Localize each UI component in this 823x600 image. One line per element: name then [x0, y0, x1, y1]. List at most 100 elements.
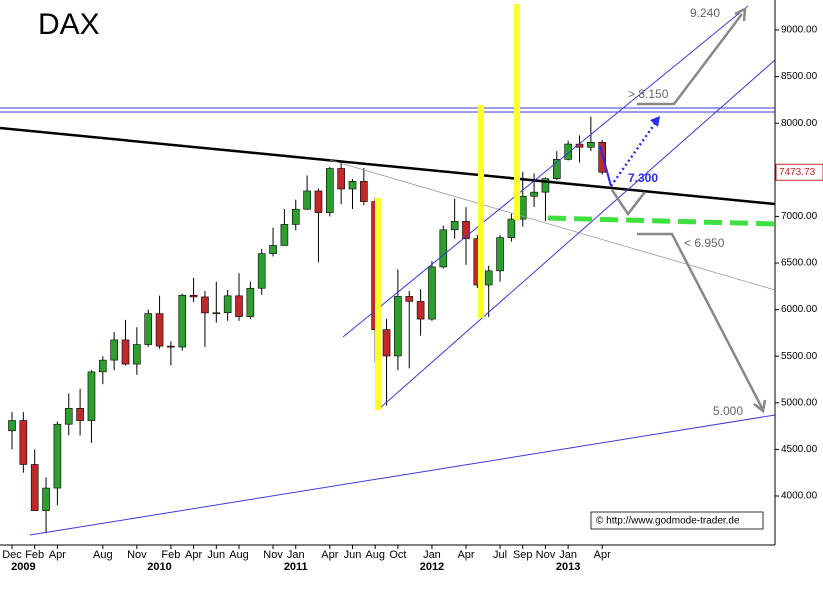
- x-tick-label: Jun: [207, 549, 225, 561]
- candle-body: [99, 359, 107, 373]
- candle-body: [167, 345, 175, 348]
- candle-body: [484, 270, 493, 286]
- y-tick-label: 6000.00: [781, 304, 818, 315]
- candle-body: [314, 190, 323, 213]
- candle-body: [394, 296, 402, 357]
- y-tick-label: 7000.00: [781, 211, 818, 222]
- candle-body: [257, 253, 266, 289]
- candle-body: [428, 266, 436, 320]
- candle-body: [30, 464, 39, 511]
- candle-body: [19, 420, 28, 465]
- x-tick-label: Jan: [287, 549, 305, 561]
- highlight-bar: [514, 4, 520, 220]
- candle-body: [337, 168, 345, 190]
- year-label: 2011: [284, 561, 308, 573]
- candle-body: [246, 287, 255, 317]
- x-tick-label: Apr: [594, 549, 611, 561]
- candle-body: [507, 218, 516, 238]
- channel-line: [379, 59, 776, 409]
- y-tick-label: 5500.00: [781, 351, 818, 362]
- candle-body: [405, 296, 414, 302]
- arrowhead: [753, 399, 767, 414]
- arrow: [599, 145, 612, 187]
- trend-line: [329, 159, 776, 291]
- last-price-box: [775, 163, 823, 181]
- annotation: 7.300: [628, 171, 658, 185]
- year-label: 2013: [556, 561, 580, 573]
- candle-body: [564, 143, 572, 160]
- overlays: [0, 4, 776, 536]
- candle-body: [530, 191, 538, 197]
- candle-body: [42, 487, 50, 511]
- candle-body: [462, 221, 470, 239]
- arrow: [637, 232, 764, 409]
- candle-body: [76, 407, 84, 421]
- x-tick-label: Dec: [2, 549, 22, 561]
- candle-body: [235, 295, 243, 317]
- x-tick-label: Nov: [536, 549, 556, 561]
- candle-body: [144, 313, 152, 345]
- candle-body: [303, 190, 311, 210]
- x-tick-label: Jan: [559, 549, 577, 561]
- highlight-bar: [478, 105, 484, 318]
- x-tick-label: Apr: [49, 549, 66, 561]
- source: © http://www.godmode-trader.de: [596, 516, 740, 527]
- y-tick-label: 9000.00: [781, 25, 818, 36]
- candle-body: [291, 208, 300, 225]
- candle-body: [496, 237, 504, 272]
- x-tick-label: Aug: [229, 549, 249, 561]
- y-tick-label: 5000.00: [781, 397, 818, 408]
- candle-body: [201, 296, 209, 314]
- arrowhead: [650, 116, 660, 127]
- candle-body: [87, 371, 96, 421]
- x-tick-label: Apr: [185, 549, 202, 561]
- x-tick-label: Nov: [127, 549, 147, 561]
- arrow: [610, 189, 646, 217]
- x-tick-label: Aug: [93, 549, 113, 561]
- candle-body: [121, 339, 130, 365]
- highlight-bar: [375, 198, 381, 410]
- arrow: [609, 121, 658, 187]
- candle-body: [178, 294, 187, 348]
- candle-body: [155, 313, 164, 347]
- annotation: < 6.950: [684, 236, 725, 250]
- x-tick-label: Oct: [389, 549, 406, 561]
- arrowhead: [734, 6, 747, 22]
- x-tick-label: Jan: [423, 549, 441, 561]
- year-label: 2010: [147, 561, 171, 573]
- candle-body: [189, 294, 198, 298]
- trend-line: [0, 126, 776, 206]
- y-tick-label: 4000.00: [781, 491, 818, 502]
- x-tick-label: Feb: [161, 549, 180, 561]
- year-label: 2012: [420, 561, 444, 573]
- x-tick-label: Apr: [457, 549, 474, 561]
- x-tick-label: Sep: [513, 549, 533, 561]
- x-tick-label: Jul: [493, 549, 507, 561]
- support-line: [29, 414, 776, 536]
- candle-body: [587, 142, 595, 148]
- y-tick-label: 8000.00: [781, 118, 818, 129]
- candle-body: [133, 344, 141, 365]
- support-dashed: [547, 215, 776, 227]
- annotation: 9.240: [690, 6, 720, 20]
- candle-body: [110, 339, 118, 361]
- candles: [8, 116, 607, 534]
- candle-body: [416, 301, 425, 320]
- y-tick-label: 6500.00: [781, 258, 818, 269]
- candle-body: [8, 420, 16, 432]
- year-label: 2009: [11, 561, 35, 573]
- channel-line: [342, 5, 749, 338]
- x-tick-label: Aug: [365, 549, 385, 561]
- x-tick-label: Apr: [321, 549, 338, 561]
- source-box: [590, 511, 764, 530]
- candle-body: [439, 229, 448, 268]
- candle-body: [280, 224, 289, 246]
- candle-body: [325, 168, 334, 213]
- annotation: 5.000: [713, 404, 743, 418]
- candle-body: [53, 423, 62, 489]
- last-price-label: 7473.73: [779, 167, 816, 178]
- arrow: [637, 13, 743, 106]
- y-tick-label: 8500.00: [781, 71, 818, 82]
- candle-body: [541, 178, 550, 193]
- candle-body: [212, 312, 221, 315]
